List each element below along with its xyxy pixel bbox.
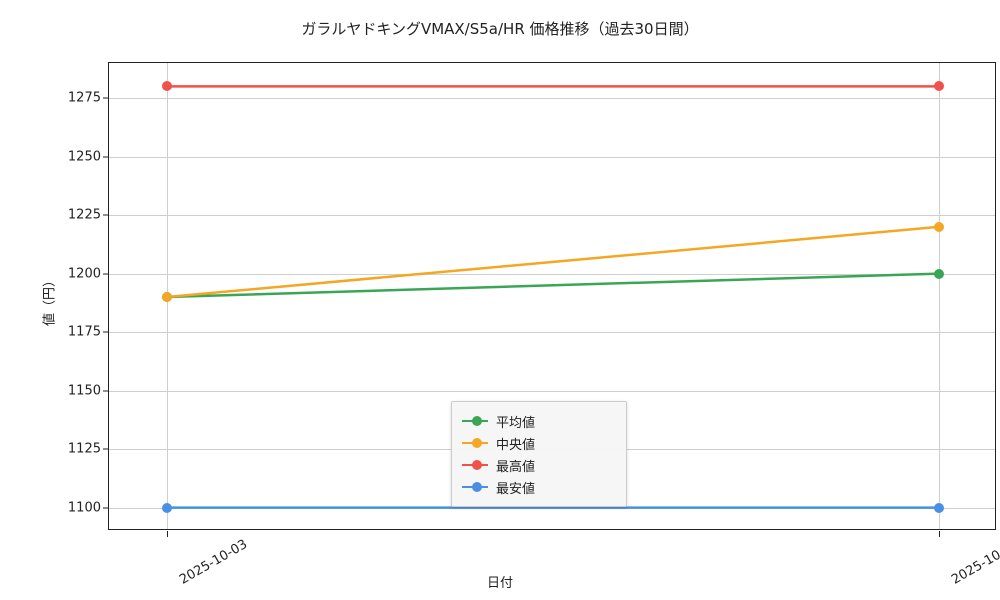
max-line-swatch (462, 464, 488, 466)
plot-area: 1100 1125 1150 1175 1200 1225 1250 1275 2025-10… (108, 62, 996, 530)
min-point-2025-10-03[interactable] (162, 503, 172, 513)
legend-item-max: 最高値 (462, 454, 612, 476)
y-tick-label-1275: 1275 (53, 91, 101, 106)
legend-label-max: 最高値 (496, 456, 535, 475)
legend-label-median: 中央値 (496, 434, 535, 453)
average-line-swatch (462, 420, 488, 422)
y-tick-label-1100: 1100 (53, 500, 101, 515)
y-tick-label-1150: 1150 (53, 383, 101, 398)
min-line-swatch (462, 486, 488, 488)
median-point-2025-10-03[interactable] (162, 292, 172, 302)
y-tick-label-1225: 1225 (53, 208, 101, 223)
legend-item-min: 最安値 (462, 476, 612, 498)
min-point-2025-10-04[interactable] (934, 503, 944, 513)
chart-container: ガラルヤドキングVMAX/S5a/HR 価格推移（過去30日間） 1100 112… (0, 0, 1000, 600)
y-tick-label-1175: 1175 (53, 325, 101, 340)
legend-item-average: 平均値 (462, 410, 612, 432)
median-line-swatch (462, 442, 488, 444)
y-axis-label: 値（円） (39, 274, 58, 326)
average-point-2025-10-04[interactable] (934, 269, 944, 279)
y-tick-label-1200: 1200 (53, 266, 101, 281)
chart-legend: 平均値 中央値 最高値 最安値 (451, 401, 627, 507)
chart-title: ガラルヤドキングVMAX/S5a/HR 価格推移（過去30日間） (0, 18, 1000, 39)
x-axis-label: 日付 (0, 572, 1000, 591)
legend-item-median: 中央値 (462, 432, 612, 454)
y-tick-label-1125: 1125 (53, 442, 101, 457)
legend-label-min: 最安値 (496, 478, 535, 497)
y-tick-label-1250: 1250 (53, 149, 101, 164)
legend-label-average: 平均値 (496, 412, 535, 431)
